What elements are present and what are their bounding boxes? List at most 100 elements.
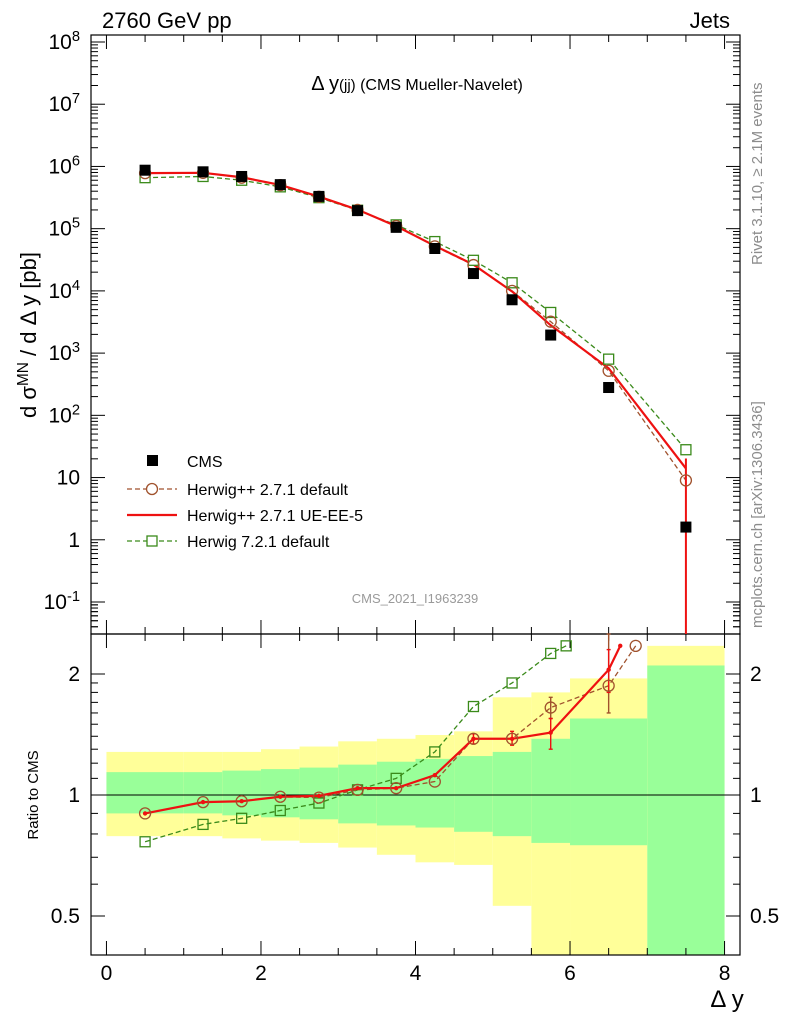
cms-data-point <box>390 221 402 233</box>
x-tick-label: 6 <box>564 962 576 985</box>
herwigpp-default-ratio-point <box>390 782 403 795</box>
y-tick-label: 1 <box>68 529 80 552</box>
band-inner-segment <box>260 769 300 818</box>
cms-data-point <box>313 190 325 202</box>
herwig7-ratio-point <box>545 647 557 660</box>
cms-data-point <box>352 205 364 217</box>
herwigpp-default-point <box>544 315 557 328</box>
band-inner-segment <box>415 758 455 828</box>
ratio-tick-label-right: 1 <box>750 784 762 807</box>
herwigpp-default-ratio-point <box>196 795 210 809</box>
cms-data-point <box>429 243 441 255</box>
herwig7-ratio-point <box>274 804 286 817</box>
herwigpp-default-ratio-point <box>312 791 326 804</box>
herwig7-ratio-point <box>467 700 480 713</box>
band-inner-segment <box>492 751 532 837</box>
herwigpp-ueee5-ratio-point <box>432 773 438 778</box>
legend-label: Herwig 7.2.1 default <box>187 534 330 551</box>
y-tick-label: 106 <box>48 153 80 178</box>
band-inner-segment <box>570 718 648 846</box>
herwigpp-ueee5-ratio-point <box>200 799 206 805</box>
x-tick-label: 2 <box>255 962 267 985</box>
ratio-tick-label-right: 0.5 <box>750 905 779 928</box>
herwigpp-ueee5-ratio-point <box>355 785 360 791</box>
herwig7-ratio-line <box>144 645 567 843</box>
cms-data-point <box>139 164 151 176</box>
legend-label: Herwig++ 2.7.1 default <box>187 482 349 499</box>
plot-title: Δ y(jj) (CMS Mueller-Navelet) <box>311 73 523 95</box>
y-tick-label: 105 <box>48 216 80 241</box>
header-right-label: Jets <box>690 8 730 33</box>
herwigpp-default-point <box>602 364 615 377</box>
y-tick-label: 104 <box>48 278 80 303</box>
herwigpp-default-ratio-point <box>505 732 519 745</box>
herwigpp-default-ratio-point <box>544 701 557 714</box>
y-tick-label: 10-1 <box>44 589 80 614</box>
cms-data-point <box>603 382 615 394</box>
x-tick-label: 4 <box>410 962 422 985</box>
y-axis-label: d σMN / d Δ y [pb] <box>15 252 42 418</box>
herwigpp-ueee5-ratio-point <box>509 736 515 741</box>
herwigpp-default-ratio-point <box>629 639 642 652</box>
main-series-group <box>138 164 693 634</box>
legend: CMS Herwig++ 2.7.1 default Herwig++ 2.7.1 … <box>127 454 363 551</box>
herwigpp-default-ratio-point <box>138 807 152 820</box>
side-mcplots-label: mcplots.cern.ch [arXiv:1306.3436] <box>749 401 766 628</box>
herwigpp-default-ratio-point <box>351 783 364 796</box>
herwigpp-default-ratio-point <box>602 679 615 692</box>
herwigpp-default-point <box>679 474 693 487</box>
cms-data-point <box>467 268 479 280</box>
band-inner-segment <box>647 665 725 955</box>
cms-data-point <box>236 170 248 182</box>
herwig7-ratio-point <box>506 677 518 689</box>
ratio-axis-ticks: 2 2 1 1 0.5 0.5 <box>51 663 779 928</box>
herwig7-line <box>145 175 687 451</box>
y-tick-label: 108 <box>48 29 80 54</box>
x-tick-label: 8 <box>719 962 731 985</box>
x-axis-label: Δ y <box>710 986 743 1013</box>
herwigpp-default-line <box>145 172 687 481</box>
ratio-tick-label-left: 2 <box>68 663 80 686</box>
band-inner-segment <box>531 738 571 843</box>
y-tick-label: 107 <box>48 91 80 116</box>
band-inner-segment <box>338 764 377 824</box>
herwigpp-ueee5-ratio-point <box>239 799 244 804</box>
herwigpp-ueee5-ratio-point <box>393 785 399 791</box>
herwigpp-default-ratio-point <box>274 790 287 803</box>
ratio-y-axis-label: Ratio to CMS <box>25 750 42 839</box>
herwig7-point <box>467 254 480 266</box>
cms-data-point <box>545 329 557 341</box>
legend-herwig7-marker <box>146 535 158 547</box>
y-tick-label: 102 <box>48 402 80 427</box>
cms-data-point <box>680 521 692 533</box>
legend-herwigpp-default-marker <box>145 482 159 496</box>
herwigpp-ueee5-ratio-point <box>142 811 148 816</box>
herwigpp-default-ratio-point <box>467 732 480 745</box>
cms-data-point <box>274 179 286 191</box>
herwigpp-ueee5-ratio-point <box>471 736 476 741</box>
herwigpp-ueee5-line <box>145 171 687 470</box>
herwig7-point <box>506 277 518 289</box>
cms-data-point <box>197 166 209 178</box>
herwig7-ratio-point <box>390 772 402 785</box>
y-tick-label: 10 <box>57 467 80 490</box>
herwigpp-ueee5-ratio-point <box>606 667 611 672</box>
herwig7-ratio-point <box>236 812 248 824</box>
band-inner-segment <box>183 772 223 814</box>
uncertainty-bands <box>106 645 725 955</box>
legend-label: Herwig++ 2.7.1 UE-EE-5 <box>187 508 363 525</box>
legend-cms-marker <box>147 455 158 466</box>
herwigpp-ueee5-ratio-point <box>278 794 283 799</box>
analysis-watermark: CMS_2021_I1963239 <box>352 591 479 606</box>
herwigpp-ueee5-ratio-point <box>316 793 322 799</box>
herwigpp-ueee5-ratio-point <box>548 730 553 735</box>
y-tick-label: 103 <box>48 340 80 365</box>
x-axis-ticks: 0 2 4 6 8 <box>101 35 731 985</box>
x-tick-label: 0 <box>101 962 113 985</box>
herwig7-ratio-point <box>139 836 151 848</box>
herwig7-point <box>545 306 557 319</box>
ratio-tick-label-left: 0.5 <box>51 905 80 928</box>
herwigpp-ueee5-ratio-point <box>618 643 623 649</box>
cms-data-point <box>506 294 518 306</box>
